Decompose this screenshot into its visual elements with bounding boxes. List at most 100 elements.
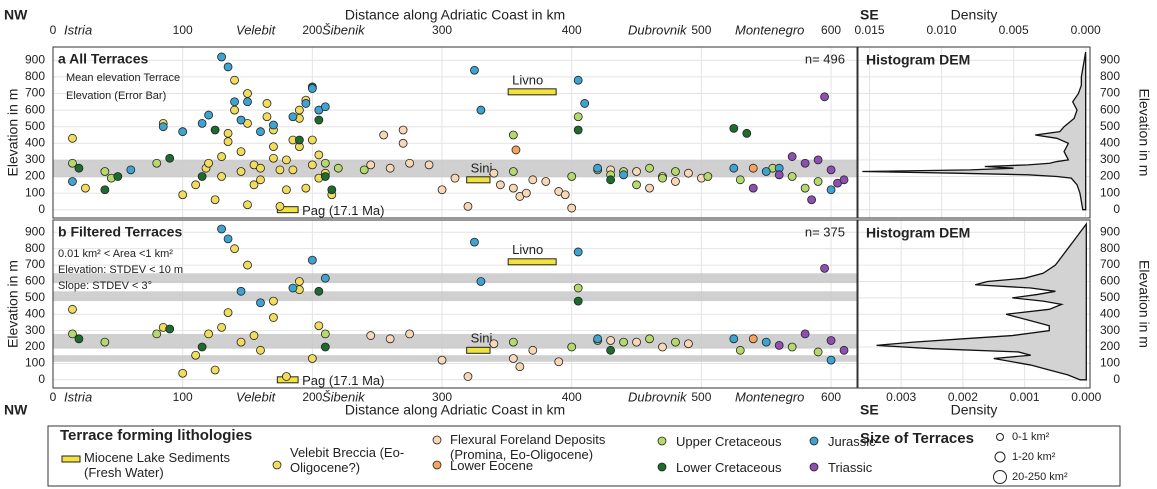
terrace-point <box>684 339 693 349</box>
terrace-point <box>573 296 583 306</box>
terrace-point <box>800 183 810 193</box>
terrace-point <box>307 135 317 145</box>
terrace-point <box>301 183 311 193</box>
terrace-point <box>742 128 752 138</box>
deposit-label: Sinj <box>471 160 493 175</box>
region-label: Montenegro <box>735 389 804 404</box>
y-tick-label: 100 <box>25 185 45 199</box>
terrace-point <box>307 354 317 363</box>
terrace-point <box>729 334 739 344</box>
terrace-point <box>236 115 246 125</box>
terrace-point <box>74 334 84 344</box>
terrace-point <box>463 372 473 381</box>
y-tick-label: 900 <box>25 224 45 238</box>
terrace-point <box>320 342 330 352</box>
elevation-band <box>53 273 857 284</box>
terrace-point <box>74 163 84 173</box>
x-tick-label: 0.002 <box>948 390 978 404</box>
legend-swatch <box>809 436 819 446</box>
terrace-point <box>645 334 654 344</box>
y-tick-label: 600 <box>25 102 45 116</box>
terrace-point <box>567 203 577 213</box>
x-tick-label: 400 <box>562 23 582 37</box>
terrace-point <box>217 224 226 234</box>
terrace-point <box>774 170 784 180</box>
region-label: Istria <box>64 22 92 37</box>
terrace-point <box>774 340 784 350</box>
terrace-point <box>256 163 265 173</box>
y-tick-label: 600 <box>25 274 45 288</box>
panel-title: b Filtered Terraces <box>58 224 182 240</box>
direction-label: NW <box>4 402 28 418</box>
legend-swatch <box>809 462 819 472</box>
terrace-point <box>489 168 499 178</box>
annotation: 0.01 km² < Area <1 km² <box>58 248 173 260</box>
legend-swatch <box>61 455 81 463</box>
terrace-point <box>606 175 616 185</box>
terrace-point <box>191 350 201 360</box>
terrace-point <box>580 99 590 108</box>
region-label: Montenegro <box>735 22 804 37</box>
terrace-point <box>437 355 447 365</box>
terrace-point <box>573 75 583 85</box>
x-tick-label: 500 <box>691 390 711 404</box>
terrace-point <box>658 173 667 183</box>
terrace-point <box>327 185 337 195</box>
x-axis-title: Distance along Adriatic Coast in km <box>345 7 565 23</box>
lake-deposit <box>507 258 557 266</box>
terrace-point <box>217 172 226 181</box>
legend-label: Triassic <box>828 460 873 475</box>
terrace-point <box>113 172 123 181</box>
terrace-point <box>748 334 758 344</box>
terrace-point <box>528 345 538 355</box>
terrace-point <box>256 298 265 308</box>
terrace-point <box>470 65 479 75</box>
region-label: Šibenik <box>322 22 366 37</box>
terrace-point <box>671 177 680 186</box>
size-label: 1-20 km² <box>1012 451 1056 463</box>
terrace-point <box>748 163 758 173</box>
x-tick-label: 0.015 <box>855 23 885 37</box>
legend-label: Velebit Breccia (Eo-Oligocene?) <box>290 445 405 475</box>
region-label: Velebit <box>236 389 277 404</box>
y-axis-title: Elevation in m <box>1136 260 1152 348</box>
terrace-point <box>573 283 583 293</box>
terrace-point <box>282 185 291 195</box>
terrace-point <box>573 247 583 257</box>
y-tick-label: 900 <box>1100 52 1120 66</box>
annotation: Slope: STDEV < 3° <box>58 280 152 292</box>
size-swatch <box>993 470 1007 484</box>
terrace-point <box>632 167 641 176</box>
x-tick-label: 500 <box>691 23 711 37</box>
terrace-point <box>320 172 330 181</box>
deposit-label: Livno <box>512 72 543 87</box>
terrace-point <box>366 331 376 340</box>
y-tick-label: 300 <box>25 152 45 166</box>
terrace-point <box>294 105 304 115</box>
x-tick-label: 0 <box>50 390 57 404</box>
terrace-point <box>560 190 570 200</box>
terrace-point <box>223 234 233 244</box>
x-tick-label: 0 <box>50 23 57 37</box>
y-tick-label: 0 <box>1113 372 1120 386</box>
terrace-point <box>288 165 298 175</box>
terrace-point <box>282 155 291 165</box>
y-tick-label: 300 <box>25 323 45 337</box>
plot-background <box>53 220 857 388</box>
terrace-point <box>761 337 771 347</box>
terrace-point <box>68 304 77 314</box>
terrace-point <box>800 329 810 339</box>
y-tick-label: 400 <box>1100 135 1120 149</box>
terrace-point <box>813 155 823 165</box>
terrace-point <box>671 337 680 347</box>
terrace-point <box>366 160 376 170</box>
x-axis-title: Distance along Adriatic Coast in km <box>345 402 565 418</box>
y-tick-label: 900 <box>25 52 45 66</box>
terrace-point <box>269 120 278 130</box>
y-tick-label: 400 <box>25 306 45 320</box>
terrace-point <box>606 336 616 345</box>
terrace-point <box>178 368 188 378</box>
size-label: 20-250 km² <box>1012 471 1068 483</box>
terrace-point <box>294 135 304 145</box>
terrace-point <box>269 142 278 152</box>
